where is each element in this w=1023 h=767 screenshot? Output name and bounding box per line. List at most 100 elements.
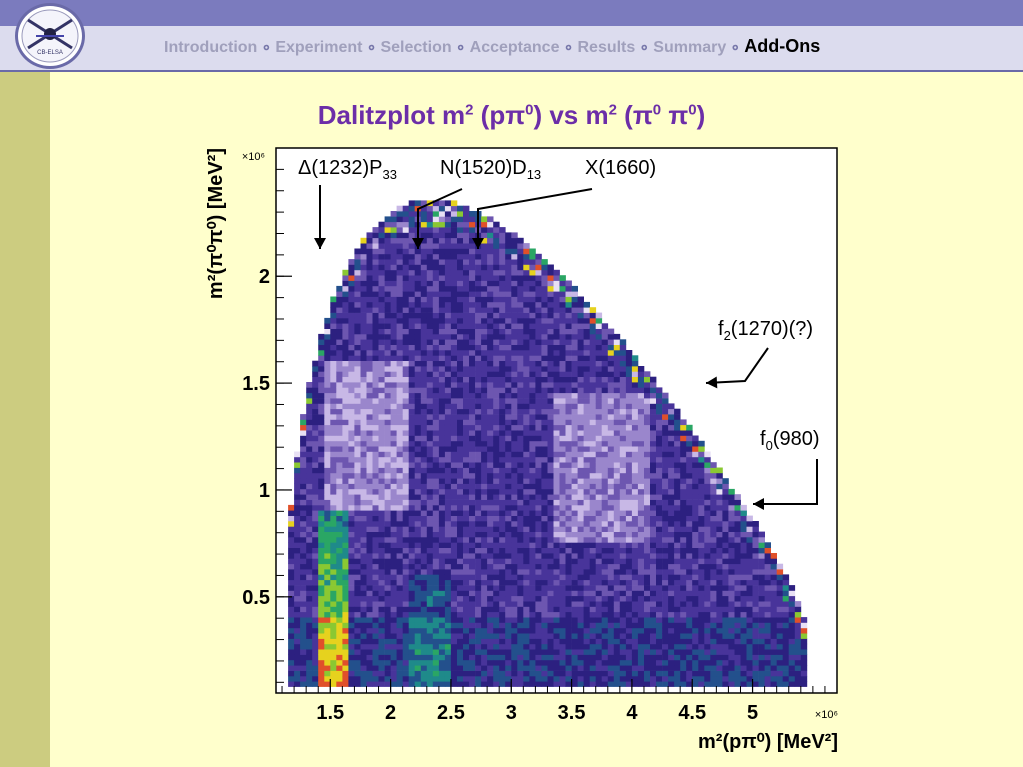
heatmap-cell: [583, 317, 590, 324]
heatmap-cell: [650, 382, 657, 388]
heatmap-cell: [330, 574, 337, 581]
heatmap-cell: [288, 611, 295, 618]
heatmap-cell: [613, 440, 621, 447]
heatmap-cell: [457, 216, 464, 223]
heatmap-cell: [384, 483, 391, 490]
heatmap-cell: [601, 494, 609, 500]
heatmap-cell: [426, 553, 434, 559]
heatmap-cell: [372, 269, 379, 276]
heatmap-cell: [390, 275, 397, 281]
heatmap-cell: [668, 622, 675, 629]
heatmap-cell: [396, 627, 403, 634]
heatmap-cell: [354, 483, 361, 490]
heatmap-cell: [529, 408, 536, 415]
heatmap-cell: [523, 467, 530, 474]
heatmap-cell: [366, 611, 373, 618]
heatmap-cell: [390, 350, 397, 356]
heatmap-cell: [656, 403, 663, 410]
heatmap-cell: [535, 360, 542, 367]
heatmap-cell: [493, 531, 500, 538]
heatmap-cell: [372, 414, 379, 420]
nav-item-summary[interactable]: Summary: [653, 39, 727, 56]
heatmap-cell: [372, 253, 379, 260]
heatmap-cell: [444, 291, 452, 297]
heatmap-cell: [444, 344, 452, 351]
heatmap-cell: [595, 403, 603, 410]
heatmap-cell: [517, 446, 524, 452]
heatmap-cell: [450, 355, 458, 361]
heatmap-cell: [613, 617, 621, 623]
heatmap-cell: [342, 339, 349, 345]
heatmap-cell: [517, 280, 524, 287]
heatmap-cell: [631, 387, 639, 394]
heatmap-cell: [644, 371, 651, 377]
heatmap-cell: [559, 275, 566, 281]
heatmap-cell: [650, 595, 657, 602]
nav-item-add-ons[interactable]: Add-Ons: [744, 36, 821, 56]
heatmap-cell: [674, 643, 681, 650]
heatmap-cell: [583, 350, 590, 356]
heatmap-cell: [644, 558, 651, 565]
heatmap-cell: [294, 510, 301, 516]
heatmap-cell: [662, 553, 669, 559]
heatmap-cell: [288, 504, 295, 511]
heatmap-cell: [565, 440, 572, 447]
nav-item-experiment[interactable]: Experiment: [275, 39, 363, 56]
heatmap-cell: [662, 638, 669, 645]
heatmap-cell: [444, 488, 452, 495]
heatmap-cell: [547, 333, 554, 340]
heatmap-cell: [656, 435, 663, 442]
heatmap-cell: [565, 355, 572, 361]
heatmap-cell: [595, 414, 603, 420]
heatmap-cell: [625, 590, 633, 597]
heatmap-cell: [589, 430, 597, 436]
heatmap-cell: [559, 515, 566, 522]
heatmap-cell: [294, 504, 301, 511]
heatmap-cell: [571, 590, 578, 597]
heatmap-cell: [511, 537, 518, 543]
heatmap-cell: [318, 611, 325, 618]
nav-item-introduction[interactable]: Introduction: [164, 39, 258, 56]
heatmap-cell: [535, 285, 542, 292]
heatmap-cell: [571, 301, 578, 308]
heatmap-cell: [637, 472, 645, 479]
heatmap-cell: [390, 553, 397, 559]
heatmap-cell: [426, 259, 434, 265]
heatmap-cell: [360, 681, 367, 687]
heatmap-cell: [583, 574, 590, 581]
heatmap-cell: [396, 478, 403, 484]
heatmap-cell: [487, 547, 494, 554]
heatmap-cell: [619, 558, 627, 565]
heatmap-cell: [595, 424, 603, 431]
heatmap-cell: [565, 478, 572, 484]
heatmap-cell: [402, 446, 410, 452]
heatmap-cell: [372, 659, 379, 666]
heatmap-cell: [583, 301, 590, 308]
heatmap-cell: [565, 622, 572, 629]
heatmap-cell: [469, 627, 476, 634]
heatmap-cell: [336, 617, 343, 623]
nav-item-acceptance[interactable]: Acceptance: [469, 39, 560, 56]
heatmap-cell: [408, 264, 416, 271]
heatmap-cell: [481, 627, 488, 634]
heatmap-cell: [547, 526, 554, 532]
heatmap-cell: [306, 424, 313, 431]
heatmap-cell: [360, 467, 367, 474]
heatmap-cell: [535, 392, 542, 399]
heatmap-cell: [529, 601, 536, 607]
heatmap-cell: [342, 670, 349, 677]
heatmap-cell: [426, 312, 434, 319]
nav-item-selection[interactable]: Selection: [380, 39, 452, 56]
heatmap-cell: [378, 665, 385, 671]
heatmap-cell: [625, 569, 633, 575]
heatmap-cell: [390, 227, 397, 233]
heatmap-cell: [432, 227, 440, 233]
heatmap-cell: [674, 579, 681, 586]
heatmap-cell: [595, 504, 603, 511]
nav-item-results[interactable]: Results: [577, 39, 636, 56]
heatmap-cell: [511, 670, 518, 677]
heatmap-cell: [583, 312, 590, 319]
heatmap-cell: [511, 269, 518, 276]
heatmap-cell: [300, 414, 307, 420]
heatmap-cell: [438, 574, 446, 581]
